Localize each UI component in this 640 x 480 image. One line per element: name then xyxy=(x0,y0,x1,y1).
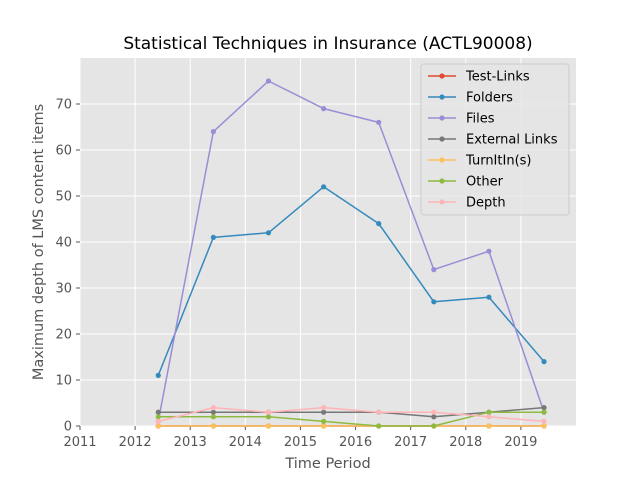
series-group xyxy=(155,78,547,429)
y-tick-label: 60 xyxy=(55,144,72,159)
data-point xyxy=(320,106,327,112)
data-point xyxy=(210,409,216,415)
data-point xyxy=(486,248,492,254)
data-point xyxy=(376,409,382,415)
data-point xyxy=(486,294,492,300)
legend-marker xyxy=(439,94,445,100)
data-point xyxy=(320,409,327,415)
data-point xyxy=(155,414,161,420)
legend: Test-Links Folders Files External Links Turn… xyxy=(420,63,570,216)
data-point xyxy=(210,234,216,240)
legend-label: Files xyxy=(466,112,495,127)
data-point xyxy=(210,414,216,420)
data-point xyxy=(486,414,492,420)
data-point xyxy=(210,423,216,429)
data-point xyxy=(541,418,547,424)
data-point xyxy=(265,414,272,420)
legend-label: Test-Links xyxy=(465,70,530,85)
x-axis-title: Time Period xyxy=(284,456,370,472)
legend-label: Depth xyxy=(466,196,506,211)
data-point xyxy=(265,78,272,84)
legend-item-depth: Depth xyxy=(428,196,506,211)
data-point xyxy=(265,409,272,415)
data-point xyxy=(541,359,547,365)
x-tick-label: 2012 xyxy=(119,435,152,450)
legend-item-other: Other xyxy=(428,175,504,190)
legend-item-external-links: External Links xyxy=(428,133,558,148)
data-point xyxy=(486,423,492,429)
data-point xyxy=(431,423,437,429)
data-point xyxy=(486,409,492,415)
data-point xyxy=(431,409,437,415)
data-point xyxy=(431,299,437,305)
legend-label: TurnItIn(s) xyxy=(465,154,531,169)
series-depth xyxy=(155,405,547,424)
series-other xyxy=(155,409,547,429)
x-tick-label: 2015 xyxy=(284,435,317,450)
legend-label: Folders xyxy=(466,91,513,106)
data-point xyxy=(210,129,216,135)
data-point xyxy=(155,423,161,429)
y-tick-label: 50 xyxy=(55,190,72,205)
legend-box xyxy=(420,63,570,216)
series-line xyxy=(157,80,545,422)
data-point xyxy=(431,414,437,420)
legend-item-test-links: Test-Links xyxy=(428,70,530,85)
chart-title: Statistical Techniques in Insurance (ACT… xyxy=(123,34,532,54)
x-tick-label: 2017 xyxy=(394,435,427,450)
legend-marker xyxy=(439,178,445,184)
data-point xyxy=(155,372,161,378)
data-point xyxy=(320,423,327,429)
legend-marker xyxy=(439,136,445,142)
x-tick-label: 2011 xyxy=(63,435,96,450)
series-line xyxy=(158,406,545,423)
data-point xyxy=(210,405,216,411)
legend-label: Other xyxy=(466,175,504,190)
y-axis-title: Maximum depth of LMS content items xyxy=(31,104,47,380)
x-tick-label: 2013 xyxy=(174,435,207,450)
data-point xyxy=(376,423,382,429)
y-tick-label: 30 xyxy=(55,282,72,297)
data-point xyxy=(155,409,161,415)
data-point xyxy=(541,409,547,415)
y-tick-label: 40 xyxy=(55,236,72,251)
data-point xyxy=(431,267,437,273)
y-axis: 0 10 20 30 40 50 60 70 xyxy=(55,98,80,435)
series-line xyxy=(158,411,545,427)
data-point xyxy=(265,423,272,429)
y-tick-label: 10 xyxy=(55,374,72,389)
data-point xyxy=(376,221,382,227)
x-tick-label: 2019 xyxy=(504,435,537,450)
x-tick-label: 2016 xyxy=(339,435,372,450)
x-tick-label: 2018 xyxy=(449,435,482,450)
series-line xyxy=(158,406,545,418)
data-point xyxy=(155,418,161,424)
legend-item-turnitin-s: TurnItIn(s) xyxy=(428,154,531,169)
legend-marker xyxy=(439,157,445,163)
legend-item-folders: Folders xyxy=(428,91,513,106)
x-axis: 2011 2012 2013 2014 2015 2016 2017 2018 2019 xyxy=(63,426,537,450)
y-tick-label: 0 xyxy=(64,420,72,435)
data-point xyxy=(320,418,327,424)
data-point xyxy=(376,119,382,125)
legend-marker xyxy=(439,199,445,205)
y-tick-label: 20 xyxy=(55,328,72,343)
data-point xyxy=(320,405,327,411)
y-tick-label: 70 xyxy=(55,98,72,113)
data-point xyxy=(320,184,327,190)
legend-label: External Links xyxy=(466,133,558,148)
series-folders xyxy=(155,184,547,378)
x-tick-label: 2014 xyxy=(229,435,262,450)
data-point xyxy=(541,405,547,411)
legend-marker xyxy=(439,73,445,79)
legend-item-files: Files xyxy=(428,112,495,127)
data-point xyxy=(541,423,547,429)
data-point xyxy=(265,230,272,236)
series-line xyxy=(157,186,545,376)
legend-marker xyxy=(439,115,445,121)
